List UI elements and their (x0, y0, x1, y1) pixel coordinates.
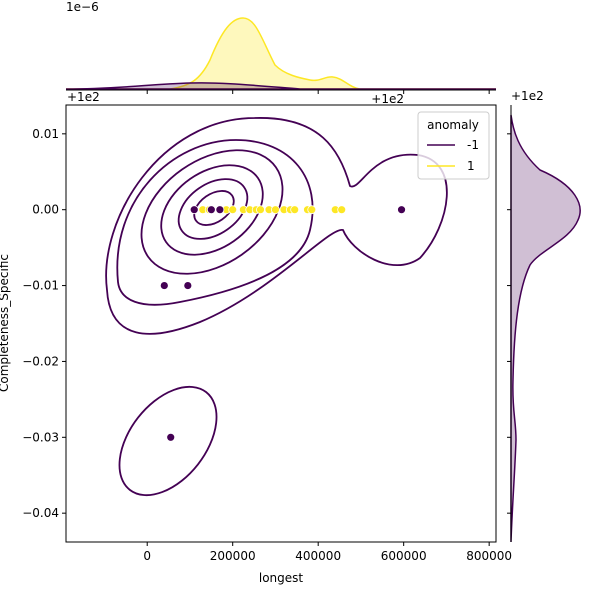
scatter-point-normal (290, 205, 300, 215)
scatter-point-normal (337, 205, 347, 215)
legend-label-1: 1 (467, 159, 475, 173)
scatter-point-anomaly (166, 432, 176, 442)
contour-3 (140, 149, 284, 275)
y-axis-label: Completeness_Specific (0, 254, 11, 392)
scatter-point-anomaly (189, 205, 199, 215)
y-tick-label: 0.00 (32, 203, 59, 217)
top-marginal: 1e−6 +1e2 (65, 0, 496, 106)
scatter-point-normal (271, 205, 280, 215)
top-kde-purple (65, 82, 496, 90)
top-kde-yellow (66, 17, 496, 90)
right-kde-purple (510, 114, 581, 543)
legend-label-neg1: -1 (467, 138, 479, 152)
legend: anomaly -1 1 (417, 111, 490, 180)
y-tick-label: −0.04 (22, 506, 59, 520)
contour-4 (160, 164, 264, 256)
contour-outer (105, 117, 448, 335)
y-tick-label: 0.01 (32, 127, 59, 141)
scatter-point-normal (307, 205, 317, 215)
top-scale-label: 1e−6 (66, 0, 99, 14)
scatter-point-anomaly (215, 205, 225, 215)
main-axes-frame (65, 104, 497, 543)
top-offset-label: +1e2 (371, 92, 404, 106)
x-tick-label: 0 (143, 549, 151, 563)
scatter-point-normal (256, 205, 265, 215)
x-tick-label: 600000 (381, 549, 427, 563)
axis-ticks: 0 200000 400000 600000 800000 0.01 0.00 −0.01 −0… (22, 90, 512, 563)
contour-5 (177, 178, 249, 240)
right-marginal: +1e2 (510, 89, 581, 543)
scatter-point-normal (228, 205, 238, 215)
y-tick-label: −0.01 (22, 279, 59, 293)
legend-title: anomaly (427, 118, 479, 132)
y-tick-label: −0.02 (22, 354, 59, 368)
x-tick-label: 800000 (466, 549, 512, 563)
scatter-point-anomaly (397, 205, 406, 215)
scatter-point-anomaly (183, 281, 193, 290)
contour-6 (193, 190, 235, 226)
contour-bottom (118, 385, 218, 497)
kde-contours (105, 117, 448, 497)
scatter-points (159, 205, 406, 442)
y-tick-label: −0.03 (22, 430, 59, 444)
x-tick-label: 200000 (210, 549, 256, 563)
x-axis-label: longest (259, 571, 304, 585)
scatter-point-anomaly (206, 205, 216, 215)
x-tick-label: 400000 (295, 549, 341, 563)
scatter-point-anomaly (159, 281, 169, 290)
y-offset-label: +1e2 (67, 90, 100, 104)
right-offset-label: +1e2 (511, 89, 544, 103)
